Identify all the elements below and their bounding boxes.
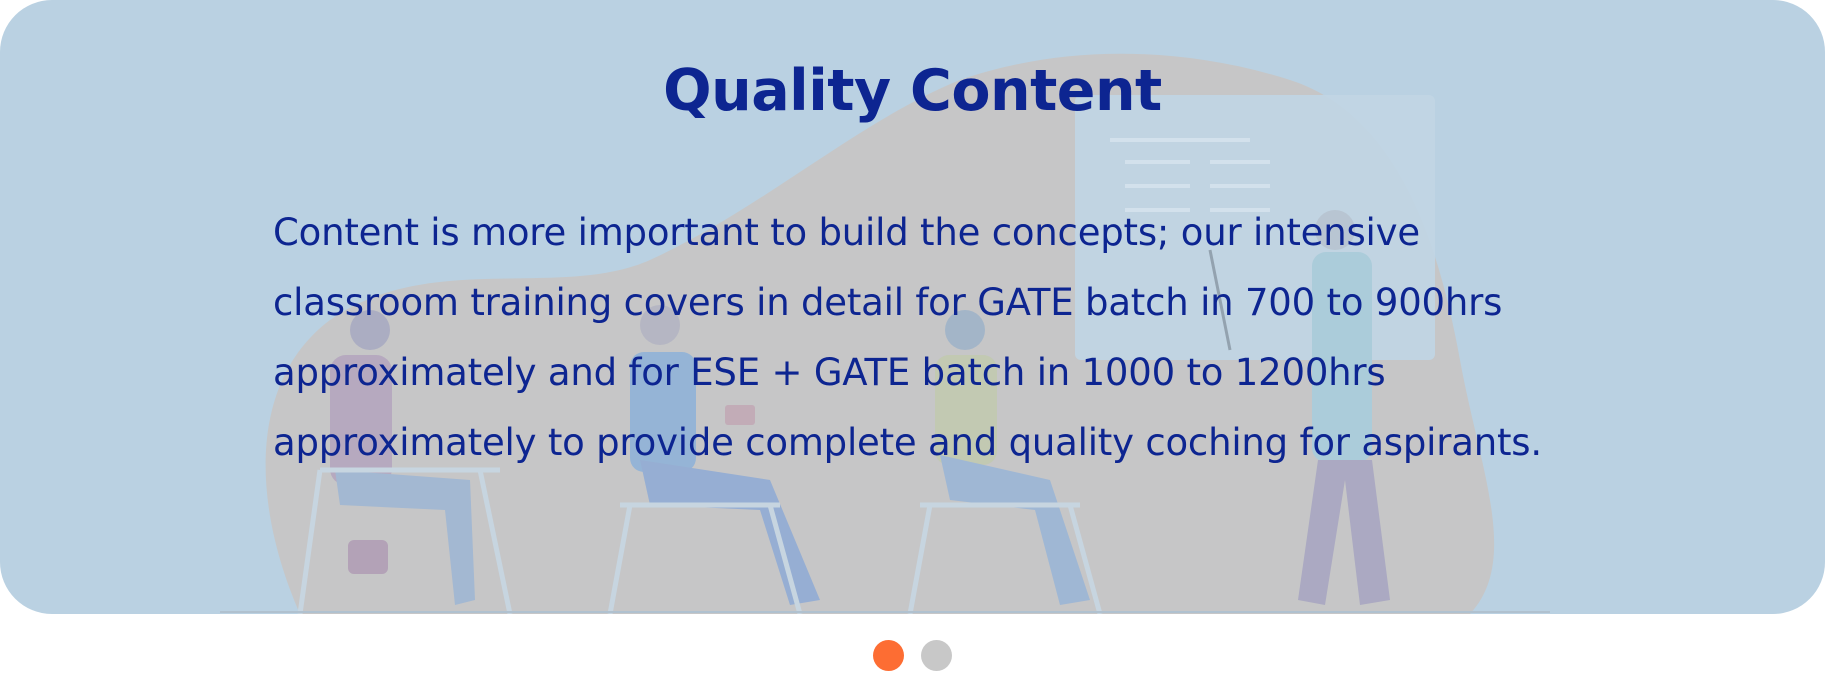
classroom-illustration: [220, 53, 1550, 614]
pagination-dot-2[interactable]: [921, 640, 952, 671]
slide-title: Quality Content: [663, 58, 1162, 124]
carousel-pagination: [0, 640, 1825, 672]
pagination-dot-1[interactable]: [873, 640, 904, 671]
slide-description: Content is more important to build the c…: [273, 211, 1542, 464]
carousel-slide: Quality Content Content is more importan…: [0, 0, 1825, 614]
